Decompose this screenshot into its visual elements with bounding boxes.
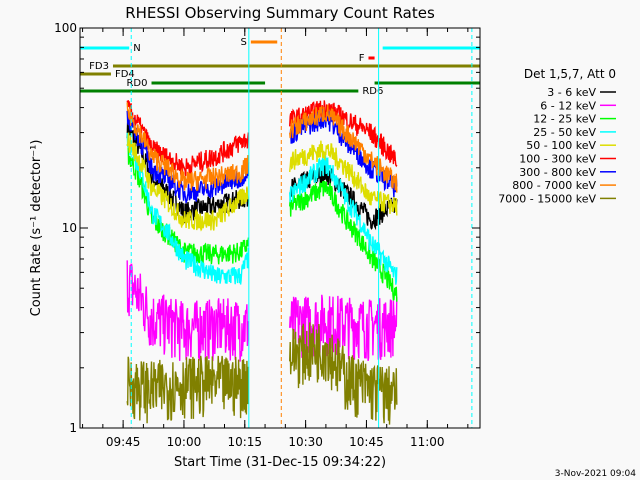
legend-entry-label: 12 - 25 keV xyxy=(533,113,596,126)
legend-entry-label: 50 - 100 keV xyxy=(526,139,596,152)
legend-entry-label: 6 - 12 keV xyxy=(540,99,596,112)
annotation-label-s: S xyxy=(241,37,247,48)
y-tick-label: 100 xyxy=(54,21,77,35)
axes: 09:45 10:00 10:15 10:30 10:45 11:00 1 10 100 xyxy=(54,21,481,449)
legend-entry-label: 800 - 7000 keV xyxy=(512,179,596,192)
annotation-label-fd3: FD3 xyxy=(89,61,109,72)
x-tick-label: 10:45 xyxy=(349,435,384,449)
data-gap xyxy=(130,28,473,428)
legend-entry-label: 3 - 6 keV xyxy=(547,86,596,99)
x-tick-label: 11:00 xyxy=(410,435,445,449)
chart-title: RHESSI Observing Summary Count Rates xyxy=(125,4,435,22)
x-tick-label: 10:00 xyxy=(167,435,202,449)
legend-title: Det 1,5,7, Att 0 xyxy=(524,67,616,81)
annotation-label-rd0: RD0 xyxy=(126,78,147,89)
legend-entry-label: 7000 - 15000 keV xyxy=(498,192,596,205)
annotation-label-n: N xyxy=(133,43,140,54)
y-tick-label: 10 xyxy=(62,221,77,235)
legend-entry-label: 25 - 50 keV xyxy=(533,126,596,139)
legend-entry-label: 100 - 300 keV xyxy=(519,153,596,166)
y-axis-label: Count Rate (s⁻¹ detector⁻¹) xyxy=(29,140,44,317)
y-tick-label: 1 xyxy=(69,421,77,435)
x-tick-label: 09:45 xyxy=(106,435,141,449)
plot-area xyxy=(80,28,480,428)
annotation-label-rd6: RD6 xyxy=(362,86,383,97)
annotation-label-f: F xyxy=(359,53,365,64)
x-tick-label: 10:30 xyxy=(288,435,323,449)
footer-date: 3-Nov-2021 09:04 xyxy=(555,469,637,479)
x-axis-label: Start Time (31-Dec-15 09:34:22) xyxy=(174,455,386,470)
x-tick-label: 10:15 xyxy=(227,435,262,449)
legend-entry-label: 300 - 800 keV xyxy=(519,166,596,179)
annotation-label-fd4: FD4 xyxy=(115,69,135,80)
